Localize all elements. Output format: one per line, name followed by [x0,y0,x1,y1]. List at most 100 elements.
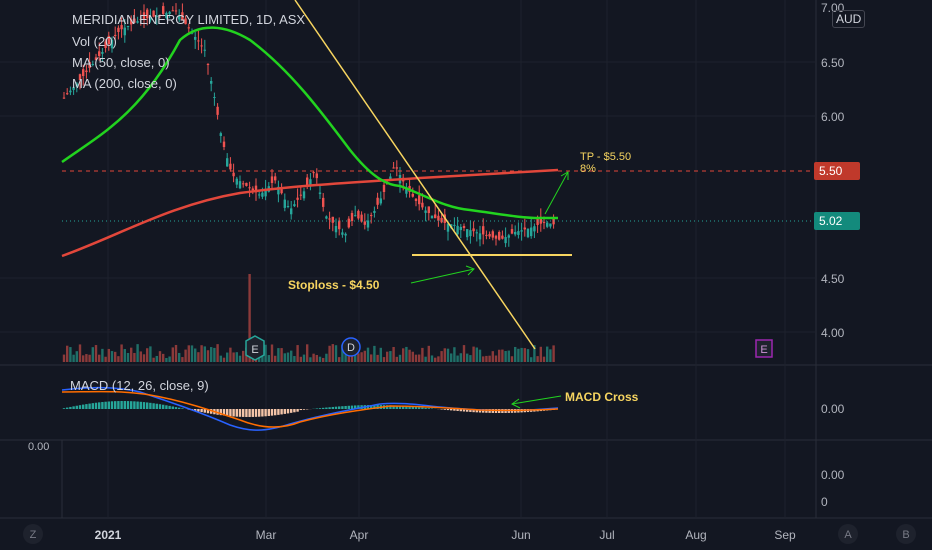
candle-body [485,234,488,236]
candle-body [162,6,165,14]
candle-body [309,179,312,185]
macd-histogram-bar [78,405,82,409]
volume-bar [373,345,376,362]
macd-histogram-bar [258,409,261,417]
volume-bar [376,354,379,362]
macd-histogram-bar [475,409,478,413]
ma200-line[interactable] [61,168,559,258]
candle-body [517,231,520,235]
macd-histogram-bar [139,401,142,409]
upcoming-earnings-marker[interactable]: E [755,339,773,358]
candle-body [219,133,222,137]
macd-histogram-bar [270,409,274,416]
tp-percent-annotation[interactable]: 8% [580,163,596,175]
ma200-legend[interactable]: MA (200, close, 0) [72,76,177,91]
candle-body [472,228,475,232]
candle-body [117,27,120,32]
candle-body [194,36,197,40]
candle-body [136,21,139,23]
ma50-legend[interactable]: MA (50, close, 0) [72,55,170,70]
candle-body [501,235,504,239]
macd-legend[interactable]: MACD (12, 26, close, 9) [70,378,209,393]
macd-histogram-bar [293,409,296,413]
volume-bar [382,357,386,362]
macd-cross-annotation[interactable]: MACD Cross [565,390,639,404]
candle-body [280,189,283,194]
candle-body [130,19,133,25]
macd-histogram-bar [130,401,133,409]
volume-bar [536,356,539,362]
volume-bar [315,354,318,362]
log-scale-button[interactable]: B [896,524,916,544]
volume-bar [274,355,277,362]
price-pane[interactable] [0,0,816,364]
time-label: Jun [511,528,530,542]
candle-body [530,227,533,237]
volume-bar [226,352,229,362]
price-tick: 6.00 [821,110,845,124]
volume-bar [475,347,478,362]
macd-histogram-bar [267,409,270,416]
candle-body [290,208,293,215]
time-axis[interactable]: 2021 Mar Apr Jun Jul Aug Sep [95,528,796,542]
volume-bar [152,357,155,362]
arrow-icon [544,171,569,215]
earnings-marker[interactable]: E [245,335,265,361]
volume-bar [171,347,174,362]
volume-bar [302,354,306,362]
macd-histogram-bar [466,409,469,412]
volume-bar [69,347,72,362]
volume-bar [296,345,299,362]
candle-body [331,216,334,223]
macd-histogram-bar [174,407,178,409]
candle-body [437,215,440,221]
symbol-title[interactable]: MERIDIAN ENERGY LIMITED, 1D, ASX [72,12,306,27]
macd-histogram-bar [62,408,66,409]
auto-scale-button[interactable]: A [838,524,858,544]
candle-body [376,197,379,205]
macd-histogram [62,401,555,417]
candle-body [434,214,437,219]
macd-histogram-bar [110,401,114,409]
tp-annotation[interactable]: TP - $5.50 [580,151,631,163]
volume-bar [251,357,254,362]
volume-bar [110,351,114,362]
volume-bar [363,350,366,362]
macd-histogram-bar [158,404,162,409]
volume-bar [430,355,434,362]
macd-histogram-bar [370,405,373,409]
downtrend-line[interactable] [294,0,536,350]
candle-body [181,12,184,20]
volume-bar [194,348,197,362]
macd-histogram-bar [411,406,414,409]
volume-bar [181,357,184,362]
candle-body [354,215,357,217]
candle-body [139,19,142,21]
volume-bar [450,353,453,362]
candle-body [168,11,171,15]
macd-histogram-bar [254,409,258,417]
price-axis[interactable]: 7.00 6.50 6.00 4.50 4.00 0.00 0.00 0 [821,1,845,509]
macd-signal-line[interactable] [61,390,559,428]
candle-body [242,183,245,185]
zoom-reset-button[interactable]: Z [23,524,43,544]
ma50-line[interactable] [61,26,558,220]
candle-body [270,176,274,183]
stoploss-annotation[interactable]: Stoploss - $4.50 [288,278,380,292]
macd-histogram-bar [200,409,203,413]
dividend-marker[interactable]: D [341,337,361,357]
extra-pane-left-tick: 0.00 [28,441,49,453]
candle-body [251,188,254,191]
candle-body [302,191,306,199]
macd-histogram-bar [318,408,322,409]
candle-body [373,210,376,213]
currency-button[interactable]: AUD [832,10,866,28]
volume-bar [238,355,242,362]
volume-bar [162,353,165,362]
price-tick: 6.50 [821,56,845,70]
macd-histogram-bar [238,409,242,417]
candle-body [206,63,210,65]
vol-legend[interactable]: Vol (20) [72,34,117,49]
volume-bar [283,353,286,362]
